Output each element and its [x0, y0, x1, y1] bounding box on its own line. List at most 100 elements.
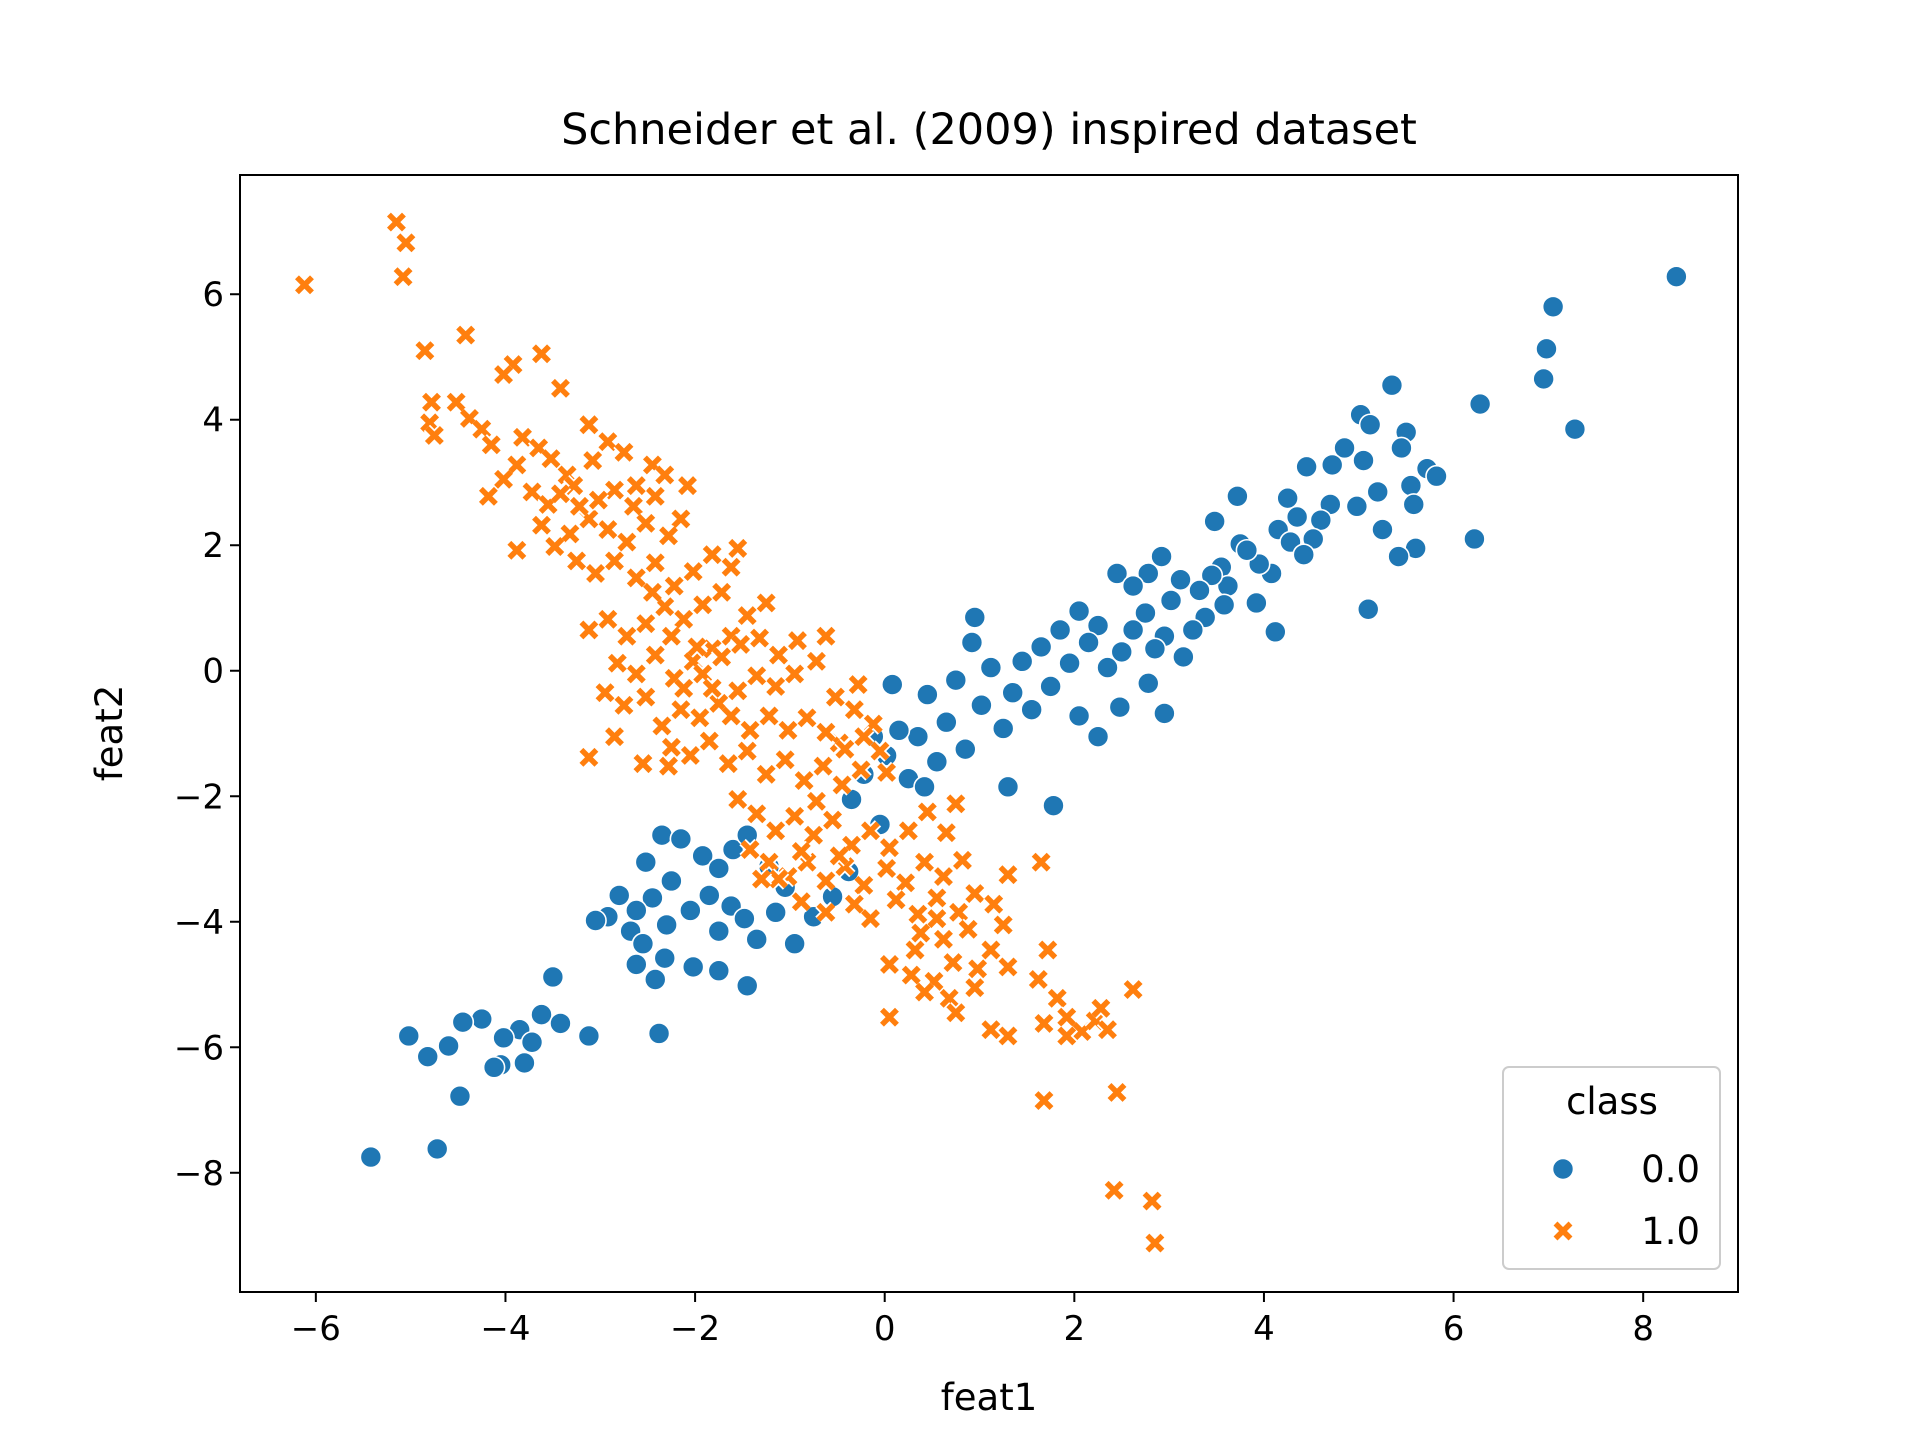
point-class-0	[906, 725, 930, 748]
point-class-1	[635, 613, 657, 635]
point-class-1	[932, 928, 955, 951]
point-class-1	[764, 820, 787, 842]
point-class-0	[655, 913, 678, 937]
point-class-0	[1086, 725, 1110, 748]
point-class-0	[707, 857, 731, 880]
point-class-0	[1096, 656, 1119, 679]
series-0.0	[359, 265, 1688, 1169]
point-class-1	[385, 211, 408, 233]
point-class-1	[625, 474, 647, 497]
y-tick-label: 0	[202, 652, 224, 692]
point-class-1	[1122, 978, 1144, 1001]
point-class-1	[951, 849, 974, 871]
point-class-1	[597, 608, 619, 630]
point-class-1	[578, 746, 600, 769]
point-class-1	[997, 1025, 1019, 1047]
point-class-1	[418, 412, 441, 434]
axes-frame	[239, 174, 1739, 1293]
x-tick-label: 4	[1253, 1309, 1275, 1349]
point-class-1	[1056, 1025, 1078, 1047]
point-class-1	[964, 976, 986, 999]
point-class-0	[653, 946, 677, 970]
point-class-1	[859, 907, 882, 930]
point-class-0	[470, 1007, 494, 1031]
point-class-1	[755, 592, 777, 614]
point-class-0	[783, 932, 806, 956]
point-class-1	[582, 449, 604, 472]
point-class-0	[1352, 449, 1375, 472]
point-class-0	[679, 899, 702, 922]
point-class-0	[1077, 631, 1100, 654]
point-class-1	[657, 755, 680, 777]
point-class-1	[673, 677, 695, 699]
point-class-0	[1320, 453, 1344, 477]
point-class-1	[1144, 1232, 1166, 1254]
point-class-0	[691, 844, 714, 868]
point-class-1	[1027, 968, 1049, 991]
point-class-1	[875, 857, 898, 880]
point-class-1	[660, 736, 683, 758]
point-class-1	[521, 481, 543, 503]
point-class-1	[1033, 1012, 1055, 1035]
point-class-1	[717, 752, 739, 775]
point-class-1	[859, 820, 882, 842]
point-class-1	[613, 441, 635, 464]
point-class-0	[1380, 373, 1404, 397]
point-class-0	[707, 959, 731, 983]
point-class-1	[559, 523, 581, 545]
point-class-1	[875, 761, 898, 784]
point-class-1	[964, 882, 986, 905]
point-class-1	[957, 918, 979, 940]
point-class-1	[815, 870, 837, 892]
point-class-1	[746, 803, 768, 825]
point-class-0	[1309, 508, 1333, 532]
point-class-0	[482, 1056, 506, 1079]
point-class-0	[1535, 337, 1558, 361]
point-class-1	[530, 514, 553, 536]
point-class-1	[812, 755, 834, 777]
point-class-1	[878, 953, 901, 976]
point-class-1	[506, 454, 528, 476]
point-class-1	[739, 719, 761, 742]
point-class-1	[736, 740, 758, 762]
point-class-1	[625, 663, 647, 685]
point-class-1	[578, 414, 600, 436]
series-1.0	[293, 211, 1166, 1254]
point-class-1	[1090, 997, 1112, 1020]
point-class-1	[913, 851, 936, 873]
point-class-1	[727, 537, 749, 560]
point-class-0	[1121, 574, 1145, 598]
point-class-0	[1058, 651, 1081, 675]
point-class-0	[1226, 484, 1249, 508]
point-class-0	[970, 693, 993, 717]
point-class-1	[926, 887, 948, 909]
point-class-1	[423, 424, 446, 447]
point-class-0	[887, 719, 911, 742]
point-class-0	[935, 710, 958, 734]
point-class-0	[1366, 480, 1390, 504]
point-class-1	[1106, 1081, 1128, 1104]
point-class-1	[767, 644, 790, 666]
point-class-0	[1048, 618, 1072, 642]
point-class-0	[1188, 579, 1211, 602]
point-class-0	[1181, 618, 1205, 642]
point-class-0	[735, 974, 759, 998]
point-class-1	[916, 801, 939, 823]
point-class-1	[900, 964, 922, 986]
point-class-0	[1121, 618, 1145, 642]
point-class-0	[1136, 671, 1160, 695]
point-class-0	[1276, 486, 1299, 510]
point-class-1	[945, 1002, 967, 1024]
point-class-1	[660, 625, 683, 647]
point-class-0	[913, 775, 936, 799]
point-class-0	[1200, 564, 1224, 587]
point-class-1	[701, 677, 723, 699]
point-class-1	[793, 769, 815, 792]
point-class-1	[657, 525, 680, 547]
point-class-0	[1110, 640, 1134, 664]
point-class-0	[916, 683, 939, 706]
point-class-1	[635, 512, 657, 534]
y-tick-label: 4	[202, 401, 224, 441]
point-class-0	[1425, 464, 1448, 488]
